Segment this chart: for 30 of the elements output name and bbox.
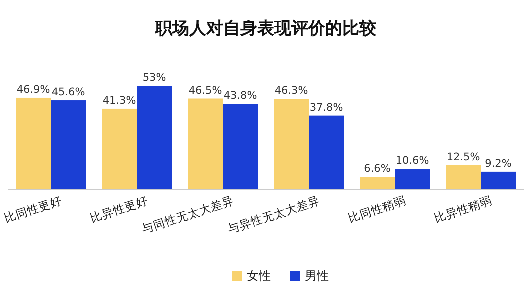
bar	[360, 177, 395, 190]
data-label: 6.6%	[364, 163, 391, 176]
data-label: 9.2%	[485, 158, 512, 170]
legend-label: 女性	[247, 269, 271, 283]
bar	[446, 165, 481, 190]
x-tick-label: 比异性稍弱	[432, 194, 494, 226]
legend-label: 男性	[305, 269, 329, 283]
bar	[137, 86, 172, 190]
bar	[309, 116, 344, 190]
data-label: 37.8%	[310, 102, 344, 114]
data-label: 46.3%	[274, 85, 308, 98]
chart-title: 职场人对自身表现评价的比较	[154, 19, 378, 39]
data-label: 46.9%	[16, 84, 50, 96]
x-tick-label: 比同性稍弱	[346, 194, 408, 226]
data-label: 43.8%	[224, 90, 258, 102]
data-label: 45.6%	[52, 86, 86, 99]
bar	[395, 169, 430, 190]
x-tick-label: 比同性更好	[2, 194, 64, 226]
bar	[274, 99, 309, 190]
bar	[51, 100, 86, 190]
bar	[16, 98, 51, 190]
data-label: 10.6%	[396, 155, 430, 168]
data-label: 53%	[142, 72, 166, 84]
bar	[481, 172, 516, 190]
data-label: 46.5%	[188, 84, 222, 97]
data-label: 41.3%	[102, 94, 136, 107]
bar	[102, 108, 137, 190]
data-label: 12.5%	[446, 151, 480, 164]
bar	[188, 98, 223, 190]
bar	[223, 104, 258, 190]
